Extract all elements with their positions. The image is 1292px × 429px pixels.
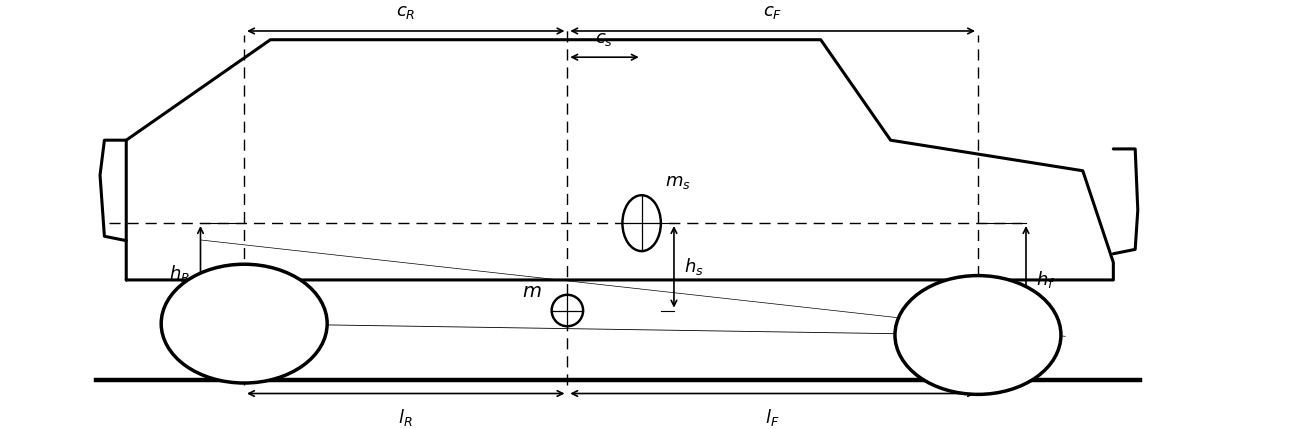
Text: $m_{uR}$: $m_{uR}$ [226, 322, 262, 340]
Text: $m$: $m$ [522, 282, 541, 301]
Text: $c_F$: $c_F$ [764, 3, 783, 21]
Ellipse shape [623, 195, 660, 251]
Text: $c_s$: $c_s$ [596, 30, 614, 48]
Text: $m_s$: $m_s$ [665, 173, 691, 191]
Ellipse shape [162, 264, 327, 383]
Ellipse shape [552, 295, 583, 326]
Text: $l_R$: $l_R$ [398, 407, 413, 428]
Text: $l_F$: $l_F$ [765, 407, 780, 428]
Ellipse shape [895, 275, 1061, 394]
Text: $h_s$: $h_s$ [685, 257, 704, 277]
Text: $m_{uF}$: $m_{uF}$ [960, 330, 995, 348]
Text: $h_R$: $h_R$ [169, 263, 190, 284]
Text: $h_f$: $h_f$ [1036, 269, 1056, 290]
Text: $c_R$: $c_R$ [397, 3, 416, 21]
